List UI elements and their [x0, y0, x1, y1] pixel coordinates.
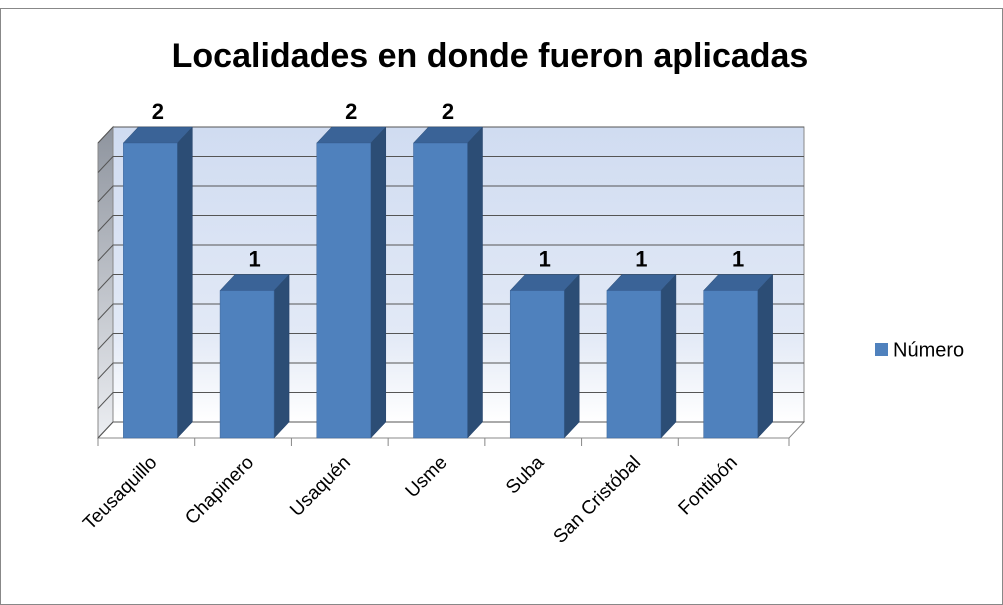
data-label: 2	[345, 99, 357, 124]
bar	[509, 273, 580, 439]
chart-title: Localidades en donde fueron aplicadas	[172, 37, 809, 75]
bar-side	[757, 273, 773, 439]
data-label: 1	[539, 246, 551, 271]
grid-line	[97, 185, 804, 203]
grid-line	[97, 156, 804, 173]
bar	[316, 126, 387, 439]
data-label: 2	[442, 99, 454, 124]
bar-front	[316, 142, 372, 439]
data-label: 2	[152, 99, 164, 124]
bar	[122, 126, 193, 439]
bar-side	[467, 126, 483, 439]
legend-swatch	[875, 343, 888, 356]
bar-front	[703, 290, 758, 439]
bar	[606, 273, 677, 439]
bar-side	[177, 126, 193, 439]
legend-label: Número	[893, 339, 964, 361]
bar	[219, 273, 290, 439]
grid-line	[97, 244, 804, 262]
data-label: 1	[248, 246, 260, 271]
bar-side	[273, 273, 290, 439]
bar-side	[660, 273, 677, 439]
data-label: 1	[635, 246, 647, 271]
bar-side	[563, 273, 580, 439]
data-label: 1	[732, 246, 744, 271]
bar-front	[219, 290, 275, 439]
bar-front	[123, 142, 178, 439]
grid-line	[97, 126, 804, 144]
bar-front	[413, 142, 468, 439]
bar-side	[370, 126, 387, 439]
bar	[412, 126, 484, 439]
bar-front	[606, 290, 662, 439]
bar-front	[509, 290, 565, 439]
bar	[703, 273, 774, 439]
grid-line	[97, 215, 804, 232]
